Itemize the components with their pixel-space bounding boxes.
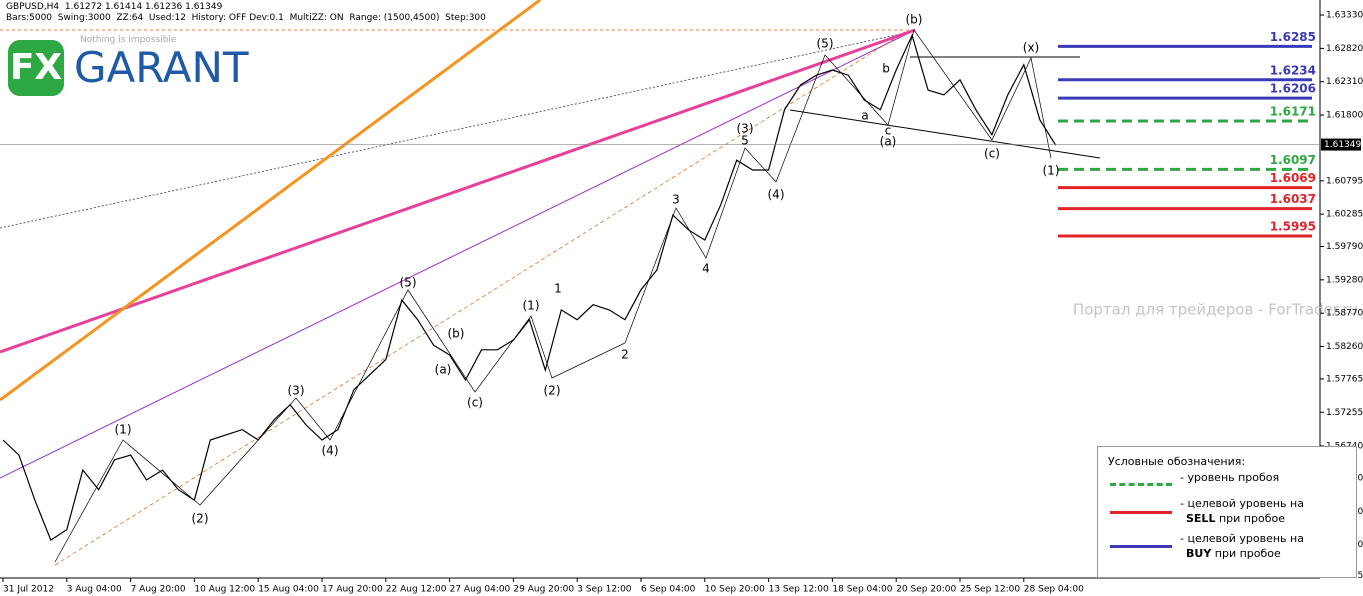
y-tick-label: 1.60285 xyxy=(1326,210,1363,220)
y-tick-label: 1.59280 xyxy=(1326,275,1363,285)
wave-label: (x) xyxy=(1023,41,1039,55)
logo-name: GARANT xyxy=(74,43,249,92)
price-line xyxy=(2,33,1057,542)
x-tick-label: 17 Aug 20:00 xyxy=(322,585,383,595)
x-tick-label: 3 Sep 12:00 xyxy=(577,585,632,595)
x-tick-label: 31 Jul 2012 xyxy=(3,585,54,595)
x-tick-label: 6 Sep 04:00 xyxy=(641,585,696,595)
legend-text: - целевой уровень на xyxy=(1180,497,1304,510)
wave-label: (5) xyxy=(817,37,834,51)
y-tick-label: 1.62820 xyxy=(1326,44,1363,54)
legend-text: при пробое xyxy=(1214,547,1281,560)
legend-text: - уровень пробоя xyxy=(1180,471,1280,484)
wave-label: 3 xyxy=(672,193,680,207)
wave-label: (4) xyxy=(322,444,339,458)
level-label: 1.5995 xyxy=(1270,220,1316,234)
logo-slogan: Nothing is impossible xyxy=(80,35,177,45)
wave-label: (c) xyxy=(984,147,1000,161)
wave-label: (c) xyxy=(467,396,483,410)
x-tick-label: 3 Aug 04:00 xyxy=(67,585,122,595)
wave-label: 4 xyxy=(702,262,710,276)
wave-label: b xyxy=(882,62,890,76)
y-tick-label: 1.59790 xyxy=(1326,242,1363,252)
wave-label: c xyxy=(885,124,892,138)
wave-label: (a) xyxy=(435,363,452,377)
wave-label: (2) xyxy=(544,384,561,398)
wave-label: (b) xyxy=(906,13,923,27)
x-tick-label: 10 Aug 12:00 xyxy=(194,585,255,595)
symbol-line: GBPUSD,H4 1.61272 1.61414 1.61236 1.6134… xyxy=(6,2,223,12)
level-label: 1.6097 xyxy=(1270,153,1316,167)
y-tick-label: 1.57765 xyxy=(1326,374,1363,384)
x-tick-label: 25 Sep 12:00 xyxy=(960,585,1020,595)
wave-label: 2 xyxy=(621,348,629,362)
legend-text: при пробое xyxy=(1218,512,1285,525)
wave-label: 5 xyxy=(741,134,749,148)
y-tick-label: 1.60795 xyxy=(1326,176,1363,186)
wave-label: a xyxy=(861,109,868,123)
wave-label: (3) xyxy=(288,384,305,398)
x-tick-label: 18 Sep 04:00 xyxy=(832,585,892,595)
x-tick-label: 27 Aug 04:00 xyxy=(450,585,511,595)
level-label: 1.6069 xyxy=(1270,171,1316,185)
wave-label: (1) xyxy=(1043,164,1060,178)
current-price-box xyxy=(1321,138,1361,151)
legend-text: SELL xyxy=(1186,512,1216,525)
level-label: 1.6037 xyxy=(1270,192,1316,206)
x-tick-label: 15 Aug 04:00 xyxy=(258,585,319,595)
y-tick-label: 1.61800 xyxy=(1326,111,1363,121)
wave-label: (b) xyxy=(448,327,465,341)
wave-label: (a) xyxy=(880,135,897,149)
y-tick-label: 1.62310 xyxy=(1326,77,1363,87)
wave-label: (4) xyxy=(768,188,785,202)
wave-label: (3) xyxy=(737,122,754,136)
wave-label: 1 xyxy=(554,282,562,296)
x-tick-label: 22 Aug 12:00 xyxy=(386,585,447,595)
y-tick-label: 1.58260 xyxy=(1326,342,1363,352)
y-tick-label: 1.58770 xyxy=(1326,309,1363,319)
wave-label: (1) xyxy=(115,423,132,437)
wave-label: (1) xyxy=(523,299,540,313)
x-tick-label: 7 Aug 20:00 xyxy=(131,585,186,595)
wave-label: (2) xyxy=(192,512,209,526)
info-line: Bars:5000 Swing:3000 ZZ:64 Used:12 Histo… xyxy=(6,13,486,23)
logo-fx: FX xyxy=(8,40,64,96)
level-label: 1.6285 xyxy=(1270,30,1316,44)
x-tick-label: 13 Sep 12:00 xyxy=(769,585,829,595)
x-tick-label: 10 Sep 20:00 xyxy=(705,585,765,595)
level-label: 1.6206 xyxy=(1270,82,1316,96)
x-tick-label: 20 Sep 20:00 xyxy=(896,585,956,595)
level-label: 1.6171 xyxy=(1270,104,1316,118)
wave-label: (5) xyxy=(400,276,417,290)
legend-text: - целевой уровень на xyxy=(1180,532,1304,545)
y-tick-label: 1.63330 xyxy=(1326,11,1363,21)
x-tick-label: 29 Aug 20:00 xyxy=(513,585,574,595)
legend-swatch xyxy=(1110,511,1172,514)
level-label: 1.6234 xyxy=(1270,63,1316,77)
legend-text: BUY xyxy=(1186,547,1212,560)
x-tick-label: 28 Sep 04:00 xyxy=(1024,585,1084,595)
legend-swatch xyxy=(1110,545,1172,548)
legend-title: Условные обозначения: xyxy=(1108,455,1246,468)
y-tick-label: 1.57255 xyxy=(1326,408,1363,418)
watermark: Портал для трейдеров - ForTrader.ru xyxy=(1073,301,1358,319)
legend: Условные обозначения: - уровень пробоя -… xyxy=(1097,446,1357,578)
current-price-label: 1.61349 xyxy=(1324,140,1361,150)
trend-lines xyxy=(0,0,1101,566)
legend-swatch xyxy=(1110,483,1172,486)
